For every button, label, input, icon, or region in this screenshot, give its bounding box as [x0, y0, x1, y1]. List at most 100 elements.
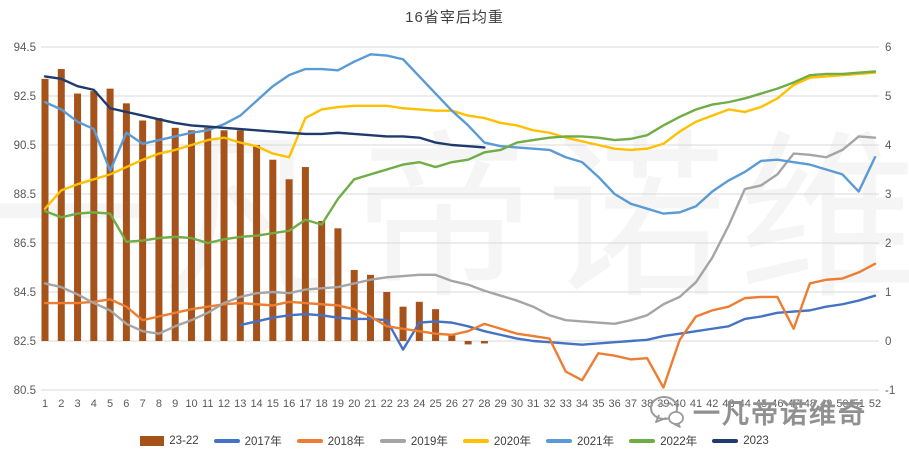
x-axis-tick: 11 — [202, 398, 213, 410]
chart-title: 16省宰后均重 — [405, 9, 504, 26]
bar-23-22 — [220, 130, 228, 341]
bar-23-22 — [301, 167, 309, 341]
bar-23-22 — [269, 159, 277, 341]
bar-23-22 — [155, 118, 163, 341]
right-axis-tick: 4 — [885, 140, 892, 152]
x-axis-tick: 47 — [788, 398, 800, 410]
bar-23-22 — [187, 130, 195, 341]
line-2022年 — [43, 70, 877, 245]
x-axis-tick: 44 — [739, 398, 751, 410]
legend-item-2018年[interactable]: 2018年 — [296, 433, 365, 449]
bar-23-22 — [253, 145, 261, 341]
x-axis-tick: 37 — [625, 398, 637, 410]
x-axis-tick: 34 — [576, 398, 588, 410]
x-axis-tick: 3 — [74, 398, 80, 410]
x-axis-tick: 12 — [218, 398, 230, 410]
x-axis-tick: 5 — [107, 398, 113, 410]
legend-label: 2022年 — [660, 436, 698, 448]
legend-label: 2023 — [743, 435, 769, 447]
right-axis-tick: 0 — [885, 336, 891, 348]
bar-23-22 — [448, 335, 456, 341]
bar-23-22 — [432, 309, 440, 341]
legend-item-2019年[interactable]: 2019年 — [379, 433, 448, 449]
bar-23-22 — [139, 120, 147, 341]
x-axis-tick: 9 — [172, 398, 178, 410]
x-axis-tick: 50 — [836, 398, 848, 410]
x-axis-tick: 23 — [397, 398, 409, 410]
legend-label: 23-22 — [169, 435, 199, 447]
x-axis-tick: 22 — [381, 398, 393, 410]
right-axis-tick: 1 — [885, 287, 891, 299]
chart-legend: 23-22 2017年 2018年 2019年 2020年 2021年 2022年 2023 — [0, 433, 909, 449]
x-axis-tick: 19 — [332, 398, 344, 410]
x-axis-tick: 36 — [608, 398, 620, 410]
x-axis-tick: 33 — [560, 398, 572, 410]
x-axis-tick: 18 — [316, 398, 328, 410]
legend-item-2017年[interactable]: 2017年 — [213, 433, 282, 449]
line-2021年 — [43, 53, 877, 215]
line-2019年 — [43, 135, 877, 335]
legend-label: 2021年 — [577, 436, 615, 448]
bar-23-22 — [171, 127, 179, 341]
legend-item-2021年[interactable]: 2021年 — [546, 433, 614, 449]
x-axis-tick: 48 — [804, 398, 816, 410]
bar-23-22 — [464, 341, 472, 345]
bar-23-22 — [334, 228, 342, 341]
x-axis-tick: 43 — [722, 398, 734, 410]
x-axis-tick: 26 — [446, 398, 458, 410]
legend-label: 2020年 — [493, 436, 531, 448]
x-axis-tick: 41 — [690, 398, 702, 410]
x-axis-tick: 10 — [185, 398, 197, 410]
line-2023 — [43, 75, 486, 149]
legend-line-swatch — [213, 439, 240, 443]
right-axis-tick: 6 — [885, 42, 891, 54]
legend-line-swatch — [462, 439, 489, 443]
x-axis-tick: 30 — [511, 398, 523, 410]
legend-item-2022年[interactable]: 2022年 — [629, 433, 697, 449]
x-axis-tick: 32 — [543, 398, 555, 410]
x-axis-tick: 2 — [58, 398, 64, 410]
x-axis-tick: 27 — [462, 398, 474, 410]
legend-item-23-22[interactable]: 23-22 — [140, 435, 199, 447]
right-axis-tick: 5 — [885, 91, 891, 103]
right-axis-tick: 2 — [885, 238, 891, 250]
bar-23-22 — [204, 127, 212, 341]
left-axis-tick: 86.5 — [14, 238, 36, 250]
x-axis-tick: 21 — [364, 398, 376, 410]
line-2018年 — [43, 262, 877, 389]
bar-23-22 — [399, 306, 407, 341]
legend-label: 2018年 — [327, 436, 365, 448]
x-axis-tick: 15 — [267, 398, 279, 410]
legend-item-2020年[interactable]: 2020年 — [462, 433, 531, 449]
legend-item-2023[interactable]: 2023 — [712, 435, 769, 447]
bar-23-22 — [57, 69, 65, 342]
x-axis-tick: 29 — [495, 398, 507, 410]
legend-label: 2019年 — [410, 436, 448, 448]
legend-line-swatch — [629, 439, 656, 443]
line-2017年 — [239, 294, 877, 351]
x-axis-tick: 13 — [234, 398, 246, 410]
bar-23-22 — [415, 301, 423, 341]
x-axis-tick: 7 — [140, 398, 146, 410]
bar-23-22 — [90, 91, 98, 341]
right-axis-tick: -1 — [885, 385, 895, 397]
x-axis-tick: 46 — [771, 398, 783, 410]
x-axis-tick: 16 — [283, 398, 295, 410]
right-axis-tick: 3 — [885, 189, 891, 201]
x-axis-tick: 35 — [592, 398, 604, 410]
left-axis-tick: 82.5 — [14, 336, 36, 348]
bar-23-22 — [318, 220, 326, 341]
legend-line-swatch — [712, 439, 739, 443]
legend-line-swatch — [379, 439, 406, 443]
x-axis-tick: 28 — [478, 398, 490, 410]
left-axis-tick: 80.5 — [14, 385, 36, 397]
x-axis-tick: 39 — [657, 398, 669, 410]
x-axis-tick: 14 — [250, 398, 262, 410]
x-axis-tick: 49 — [820, 398, 832, 410]
left-axis-tick: 88.5 — [14, 189, 36, 201]
x-axis-tick: 6 — [123, 398, 129, 410]
left-axis-tick: 92.5 — [14, 91, 36, 103]
legend-line-swatch — [296, 439, 323, 443]
x-axis-tick: 52 — [869, 398, 881, 410]
